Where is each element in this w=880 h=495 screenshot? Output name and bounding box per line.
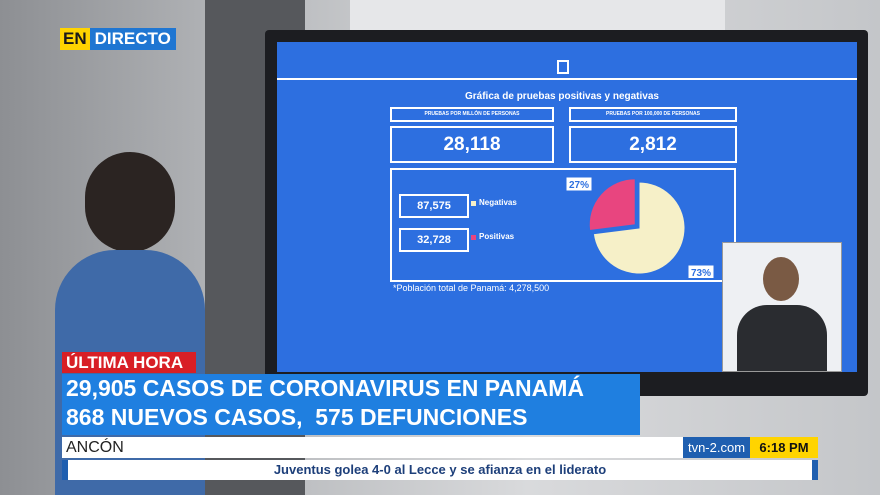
headline-line: 29,905 CASOS DE CORONAVIRUS EN PANAMÁ [66, 375, 585, 401]
headline-box: 29,905 CASOS DE CORONAVIRUS EN PANAMÁ 86… [62, 374, 640, 435]
pie-label: 27% [569, 180, 589, 191]
presenter-head [85, 152, 175, 252]
legend-label: Negativas [479, 198, 517, 207]
interpreter-body [737, 305, 827, 371]
legend-swatch [471, 235, 476, 240]
box-label: PRUEBAS POR MILLÓN DE PERSONAS [390, 107, 554, 122]
divider [277, 78, 857, 80]
news-ticker: Juventus golea 4-0 al Lecce y se afianza… [62, 460, 818, 480]
pie-label: 73% [691, 268, 711, 278]
pie-label-box [687, 264, 715, 278]
sign-language-inset [722, 242, 842, 372]
chart-panel [390, 168, 736, 282]
site-label: tvn-2.com [683, 437, 750, 458]
studio-wall [350, 0, 725, 30]
pie-label-box [565, 176, 593, 192]
live-en: EN [60, 28, 90, 50]
legend-value: 87,575 [399, 194, 469, 218]
interpreter-head [763, 257, 799, 301]
live-badge: EN DIRECTO [60, 28, 176, 50]
breaking-tag: ÚLTIMA HORA [62, 352, 196, 373]
box-value: 28,118 [390, 126, 554, 163]
pie-slice [588, 178, 636, 232]
headline-line: 868 NUEVOS CASOS, 575 DEFUNCIONES [66, 404, 528, 430]
legend-value: 32,728 [399, 228, 469, 252]
time-label: 6:18 PM [750, 437, 818, 458]
location-bar: ANCÓN [62, 437, 683, 458]
legend-label: Positivas [479, 232, 515, 241]
pie-slice [592, 181, 686, 275]
box-label: PRUEBAS POR 100,000 DE PERSONAS [569, 107, 737, 122]
population-note: *Población total de Panamá: 4,278,500 [393, 283, 550, 293]
live-label: DIRECTO [89, 28, 176, 50]
box-value: 2,812 [569, 126, 737, 163]
pie-chart: 27% 73% [565, 176, 715, 278]
legend-swatch [471, 201, 476, 206]
screen-title: Gráfica de pruebas positivas y negativas [465, 91, 659, 102]
logo [557, 60, 569, 74]
